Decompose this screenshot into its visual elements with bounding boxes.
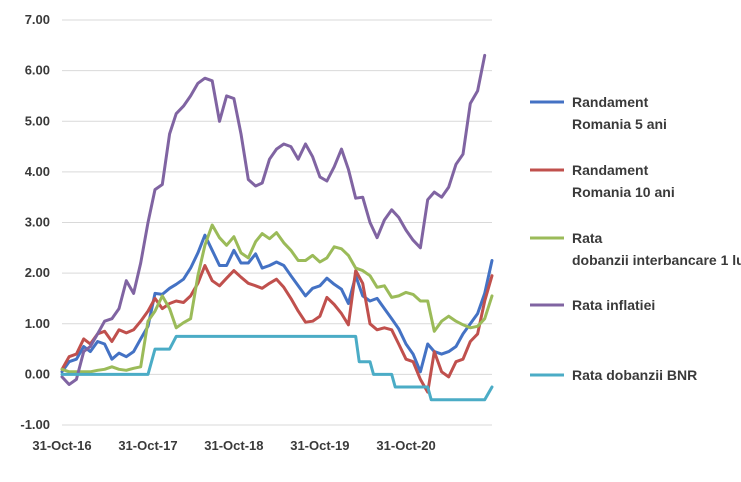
legend-label: Romania 10 ani	[572, 184, 675, 200]
x-tick-label: 31-Oct-19	[290, 438, 349, 453]
y-tick-label: 1.00	[25, 316, 50, 331]
series-line	[60, 53, 487, 386]
x-tick-label: 31-Oct-20	[376, 438, 435, 453]
legend: Randament Romania 5 ani Randament Romania 1…	[530, 94, 741, 383]
x-tick-label: 31-Oct-16	[32, 438, 91, 453]
y-tick-label: 4.00	[25, 164, 50, 179]
y-tick-label: 6.00	[25, 63, 50, 78]
x-axis-ticks: 31-Oct-16 31-Oct-17 31-Oct-18 31-Oct-19 31-O…	[32, 438, 435, 453]
legend-label: Rata inflatiei	[572, 297, 655, 313]
y-tick-label: 7.00	[25, 12, 50, 27]
series-line	[60, 334, 494, 402]
series-lines	[60, 53, 494, 402]
y-tick-label: -1.00	[20, 417, 50, 432]
y-axis-ticks: -1.00 0.00 1.00 2.00 3.00 4.00 5.00 6.00 7.00	[20, 12, 50, 432]
legend-label: Randament	[572, 94, 649, 110]
y-tick-label: 0.00	[25, 366, 50, 381]
legend-label: Rata	[572, 230, 603, 246]
series-line	[60, 264, 494, 394]
series-line	[60, 223, 494, 374]
legend-label: Romania 5 ani	[572, 116, 667, 132]
x-tick-label: 31-Oct-17	[118, 438, 177, 453]
legend-label: Randament	[572, 162, 649, 178]
legend-label: Rata dobanzii BNR	[572, 367, 697, 383]
x-tick-label: 31-Oct-18	[204, 438, 263, 453]
series-line	[60, 233, 494, 374]
y-tick-label: 5.00	[25, 113, 50, 128]
y-tick-label: 2.00	[25, 265, 50, 280]
legend-label: dobanzii interbancare 1 luna	[572, 252, 741, 268]
gridlines	[62, 19, 492, 426]
y-tick-label: 3.00	[25, 215, 50, 230]
